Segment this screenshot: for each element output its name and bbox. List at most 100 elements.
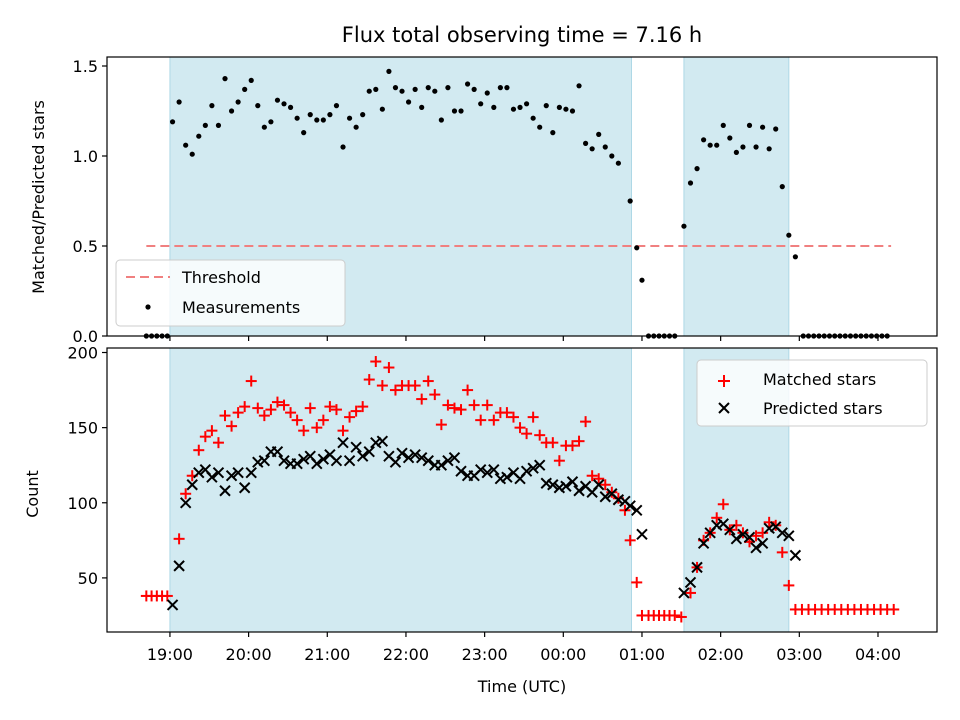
predicted-star-point xyxy=(678,587,690,599)
matched-star-point xyxy=(278,399,290,411)
measurement-point xyxy=(202,122,208,128)
predicted-star-point xyxy=(533,459,546,471)
measurement-point xyxy=(222,76,228,82)
matched-star-point xyxy=(350,405,362,417)
matched-star-point xyxy=(383,362,395,374)
top-y-tick-label: 0.0 xyxy=(73,327,98,346)
predicted-star-point xyxy=(219,485,231,497)
measurement-point xyxy=(497,85,503,91)
measurement-point xyxy=(602,144,608,150)
measurement-point xyxy=(740,144,746,150)
predicted-star-point xyxy=(624,500,636,512)
measurement-point xyxy=(537,124,543,130)
matched-star-point xyxy=(245,375,257,387)
matched-star-point xyxy=(776,546,788,558)
measurement-point xyxy=(353,124,359,130)
predicted-star-point xyxy=(291,457,303,470)
matched-star-point xyxy=(180,488,192,500)
measurement-point xyxy=(727,135,733,141)
predicted-star-point xyxy=(232,467,244,479)
top-x-ticks xyxy=(169,336,879,341)
measurement-point xyxy=(523,101,530,107)
measurement-point xyxy=(530,115,536,121)
predicted-star-point xyxy=(206,471,218,483)
matched-star-point xyxy=(265,404,277,416)
bottom-y-axis-label: Count xyxy=(23,470,42,518)
bottom-y-ticks: 50 100 150 200 xyxy=(67,344,107,588)
measurement-point xyxy=(274,97,281,103)
measurement-point xyxy=(694,166,700,172)
measurement-point xyxy=(569,108,576,114)
measurement-point xyxy=(242,86,248,92)
matched-star-point xyxy=(606,486,618,498)
predicted-star-point xyxy=(501,471,513,483)
x-tick-label: 20:00 xyxy=(226,645,272,664)
matched-star-point xyxy=(271,396,283,408)
measurement-point xyxy=(451,108,458,114)
predicted-star-point xyxy=(297,453,310,465)
matched-star-point xyxy=(455,404,467,416)
matched-star-point xyxy=(409,380,421,392)
measurement-point xyxy=(281,101,287,107)
predicted-star-point xyxy=(566,476,579,488)
predicted-star-point xyxy=(573,485,585,497)
observing-intervals-bottom xyxy=(169,347,790,633)
matched-star-point xyxy=(173,533,185,545)
x-axis-label: Time (UTC) xyxy=(477,677,566,696)
matched-star-point xyxy=(888,603,900,615)
measurement-point xyxy=(714,142,720,148)
measurement-point xyxy=(320,117,326,123)
matched-star-point xyxy=(311,422,323,434)
measurement-point xyxy=(766,146,772,152)
predicted-star-point xyxy=(697,537,710,550)
measurement-point xyxy=(576,83,582,89)
measurement-point xyxy=(760,124,766,130)
predicted-star-point xyxy=(560,480,572,492)
matched-star-point xyxy=(573,435,585,447)
legend-threshold-label: Threshold xyxy=(181,268,261,287)
top-axes-frame xyxy=(106,56,938,337)
matched-star-point xyxy=(416,393,428,405)
measurement-point xyxy=(366,88,372,94)
measurement-point xyxy=(228,108,235,114)
matched-star-point xyxy=(337,425,349,437)
predicted-star-point xyxy=(527,462,539,474)
x-tick-label: 21:00 xyxy=(304,645,350,664)
matched-star-point xyxy=(344,411,356,423)
top-y-tick-label: 1.5 xyxy=(73,57,98,76)
measurement-point xyxy=(386,68,392,74)
predicted-star-point xyxy=(166,599,179,611)
measurement-point xyxy=(301,130,307,136)
predicted-star-point xyxy=(238,482,251,494)
measurement-point xyxy=(196,133,202,139)
measurement-point xyxy=(438,117,444,123)
predicted-star-point xyxy=(402,451,415,464)
matched-star-point xyxy=(285,407,297,419)
bottom-y-tick-label: 50 xyxy=(78,569,98,588)
matched-star-point xyxy=(783,579,795,591)
matched-star-point xyxy=(330,404,342,416)
predicted-star-point xyxy=(737,528,749,541)
predicted-star-point xyxy=(258,454,271,467)
measurement-point xyxy=(432,88,438,94)
predicted-star-point xyxy=(743,531,756,544)
predicted-star-point xyxy=(376,435,389,447)
matched-star-point xyxy=(370,356,382,368)
predicted-star-point xyxy=(356,450,369,462)
x-tick-label: 03:00 xyxy=(776,645,822,664)
measurement-point xyxy=(773,126,779,132)
measurement-point xyxy=(779,184,785,190)
predicted-star-point xyxy=(409,448,421,461)
matched-star-point xyxy=(763,516,775,528)
measurement-point xyxy=(792,254,798,260)
measurement-point xyxy=(543,103,549,109)
matched-star-point xyxy=(586,470,598,482)
matched-star-point xyxy=(376,380,388,392)
measurement-point xyxy=(183,142,189,148)
predicted-star-point xyxy=(389,456,402,468)
measurement-point xyxy=(314,117,320,123)
predicted-star-point xyxy=(350,441,362,453)
measurement-point xyxy=(294,115,300,121)
matched-star-point xyxy=(317,414,329,426)
measurement-point xyxy=(556,104,562,110)
